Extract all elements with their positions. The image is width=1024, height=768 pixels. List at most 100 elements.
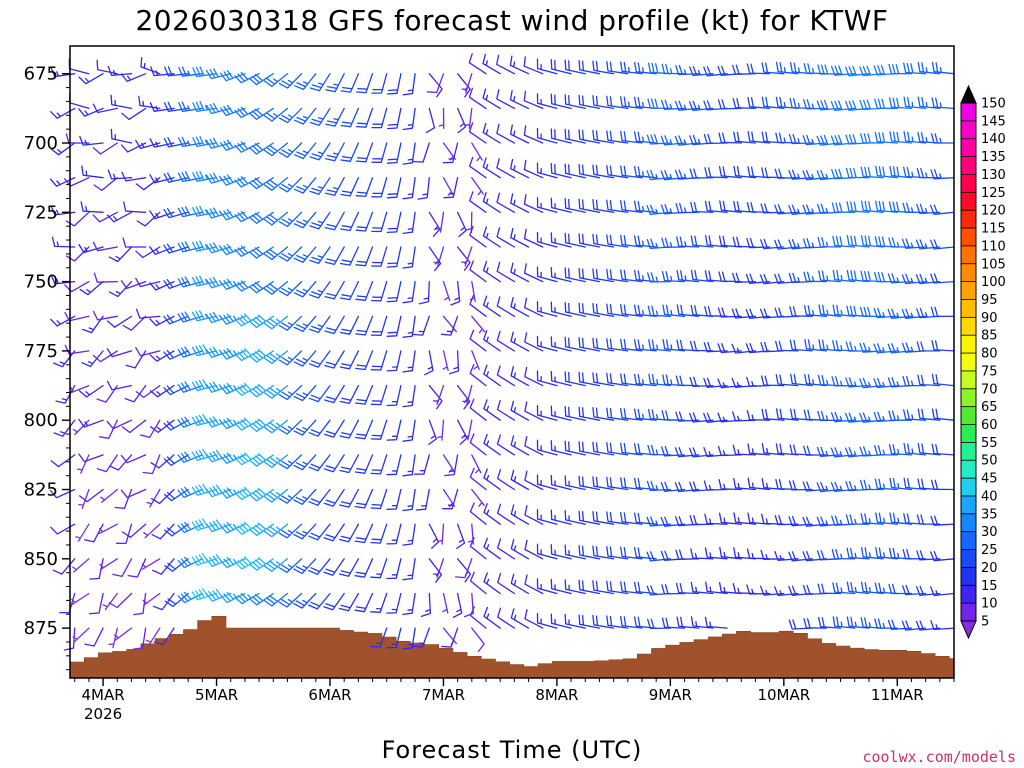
wind-barb — [550, 128, 572, 144]
y-tick-label: 675 — [24, 64, 58, 85]
wind-barb — [536, 335, 558, 352]
wind-barb — [873, 343, 898, 354]
wind-barb — [339, 246, 360, 266]
colorbar-segment — [961, 424, 976, 443]
wind-barb — [789, 97, 813, 110]
wind-barb — [930, 204, 955, 215]
wind-barb — [483, 364, 501, 387]
wind-barb — [468, 87, 487, 110]
wind-barb — [205, 381, 232, 393]
wind-barb — [931, 373, 955, 387]
wind-barb — [845, 167, 870, 179]
wind-barb — [496, 434, 516, 456]
wind-barb — [930, 515, 955, 526]
wind-barb — [592, 372, 615, 387]
wind-barb — [309, 73, 331, 92]
wind-barb — [674, 169, 700, 180]
wind-barb — [133, 592, 147, 616]
wind-barb — [788, 272, 813, 284]
wind-barb — [524, 435, 544, 456]
wind-barb — [746, 237, 771, 249]
wind-barb — [386, 280, 402, 303]
wind-barb — [902, 549, 927, 560]
wind-barb — [606, 407, 629, 421]
wind-barb — [660, 170, 686, 181]
wind-barb — [92, 310, 118, 321]
wind-barb — [676, 304, 700, 317]
wind-barb — [930, 133, 955, 144]
credit-link[interactable]: coolwx.com/models — [862, 748, 1016, 766]
wind-barb — [704, 616, 728, 629]
wind-barb — [293, 280, 317, 298]
colorbar-top-arrow — [960, 84, 977, 104]
wind-barb — [370, 350, 388, 371]
wind-barb — [355, 350, 374, 371]
wind-barb — [633, 477, 657, 491]
wind-barb — [121, 171, 147, 182]
wind-barb — [832, 304, 856, 317]
wind-barb — [536, 127, 558, 144]
wind-barb — [916, 514, 941, 525]
wind-barb — [564, 509, 586, 525]
wind-barb — [859, 412, 884, 423]
wind-barb — [120, 73, 147, 83]
wind-barb — [51, 236, 76, 248]
wind-barb — [83, 523, 104, 543]
wind-barb — [633, 339, 657, 352]
wind-barb — [92, 142, 118, 155]
wind-barb — [263, 315, 289, 330]
wind-barb — [930, 551, 955, 562]
wind-barb — [324, 177, 345, 196]
wind-barb — [469, 537, 487, 560]
wind-barb — [107, 315, 133, 328]
wind-barb — [662, 338, 686, 352]
wind-barb — [278, 384, 303, 401]
wind-barb — [191, 379, 218, 392]
wind-barb — [496, 261, 516, 283]
wind-barb — [860, 235, 884, 248]
wind-barb — [746, 63, 771, 75]
wind-barb — [523, 125, 544, 144]
wind-barb — [164, 523, 189, 537]
wind-barb — [578, 233, 601, 248]
wind-barb — [524, 505, 544, 525]
wind-barb — [845, 134, 870, 145]
colorbar-segment — [961, 406, 976, 426]
wind-barb — [536, 231, 558, 248]
colorbar-segment — [961, 353, 976, 372]
wind-barb — [536, 578, 558, 595]
wind-barb — [564, 371, 586, 387]
wind-barb — [789, 306, 813, 317]
wind-barb — [293, 592, 317, 609]
wind-barb — [761, 96, 785, 110]
wind-barb — [293, 315, 317, 333]
wind-barb — [79, 488, 104, 503]
wind-barb — [789, 62, 813, 75]
wind-barb — [145, 627, 161, 646]
wind-barb — [874, 582, 898, 595]
wind-barb — [732, 97, 757, 110]
wind-barb — [424, 350, 434, 376]
wind-barb — [775, 340, 799, 352]
wind-barb — [536, 266, 558, 283]
wind-barb — [550, 266, 572, 283]
wind-barb — [592, 476, 615, 491]
wind-barb — [50, 274, 76, 285]
colorbar-segment — [961, 120, 976, 140]
wind-barb — [816, 203, 842, 214]
colorbar-bottom-arrow — [960, 620, 977, 640]
wind-barb — [704, 306, 728, 317]
wind-barb — [496, 365, 516, 387]
wind-barb — [339, 315, 360, 335]
wind-barb — [509, 124, 530, 144]
wind-barb — [112, 558, 133, 578]
colorbar: 1501451401351301251201151101051009590858… — [960, 84, 1006, 640]
wind-barb — [887, 343, 913, 354]
wind-barb — [523, 159, 544, 179]
wind-barb — [661, 237, 686, 248]
wind-barb — [469, 329, 487, 352]
wind-barb — [496, 158, 516, 179]
wind-barb — [889, 512, 913, 525]
wind-barb — [860, 200, 884, 213]
wind-barb — [108, 627, 118, 649]
